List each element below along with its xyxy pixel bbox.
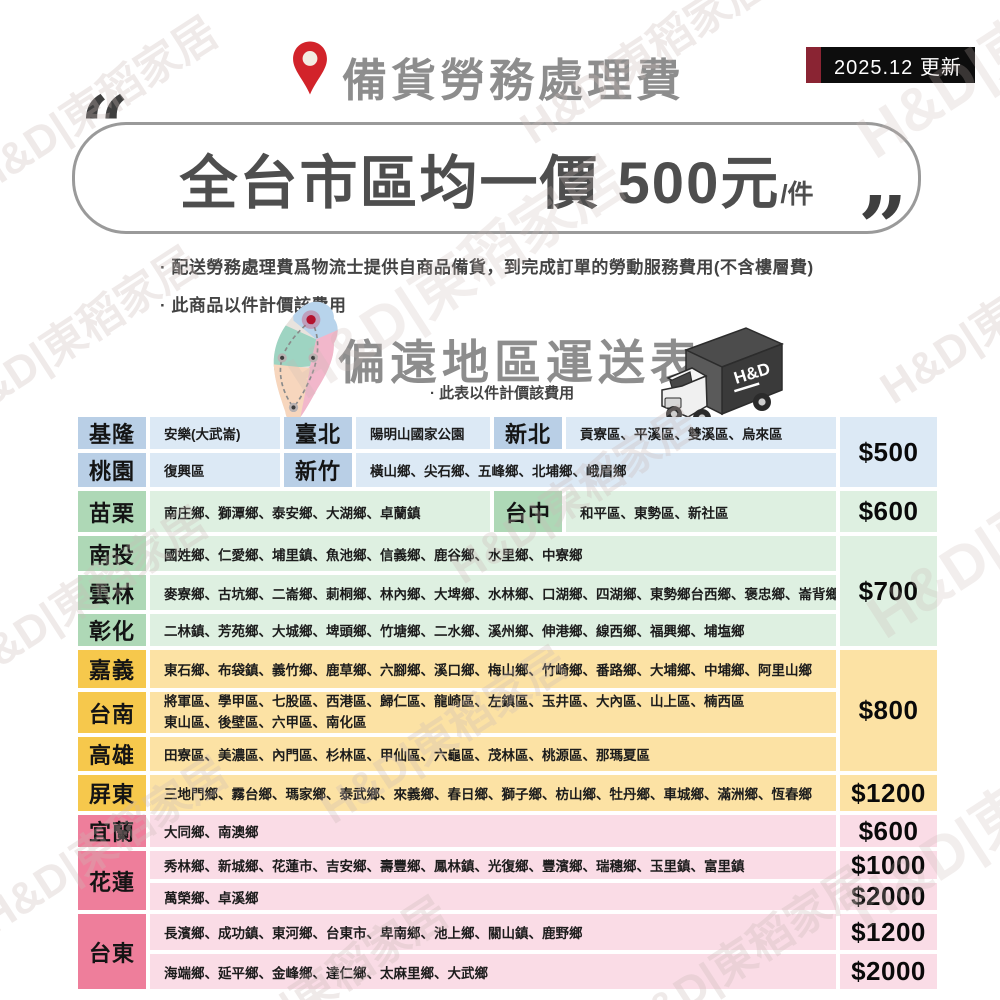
region-label: 南投 (78, 536, 146, 571)
section-title: 偏遠地區運送表 (338, 336, 702, 389)
region-label: 台東 (78, 914, 146, 989)
note-line-1: · 配送勞務處理費爲物流士提供自商品備貨，到完成訂單的勞動服務費用(不含樓層費) (160, 258, 814, 277)
price-cell: $2000 (840, 883, 937, 910)
region-areas: 復興區 (150, 453, 280, 487)
delivery-truck-icon: H&D (661, 327, 784, 427)
region-label: 苗栗 (78, 491, 146, 532)
region-areas: 東石鄉、布袋鎮、義竹鄉、鹿草鄉、六腳鄉、溪口鄉、梅山鄉、竹崎鄉、番路鄉、大埔鄉、… (150, 650, 836, 688)
region-areas: 橫山鄉、尖石鄉、五峰鄉、北埔鄉、峨眉鄉 (356, 453, 836, 487)
region-label: 花蓮 (78, 851, 146, 910)
region-label: 彰化 (78, 614, 146, 646)
hero-unit-suffix: /件 (780, 179, 814, 209)
region-areas: 田寮區、美濃區、內門區、杉林區、甲仙區、六龜區、茂林區、桃源區、那瑪夏區 (150, 737, 836, 771)
region-areas: 將軍區、學甲區、七股區、西港區、歸仁區、龍崎區、左鎮區、玉井區、大內區、山上區、… (150, 692, 836, 733)
price-cell: $1000 (840, 851, 937, 879)
region-areas-line1: 將軍區、學甲區、七股區、西港區、歸仁區、龍崎區、左鎮區、玉井區、大內區、山上區、… (164, 694, 745, 710)
region-areas: 海端鄉、延平鄉、金峰鄉、達仁鄉、太麻里鄉、大武鄉 (150, 954, 836, 989)
region-areas-line2: 東山區、後壁區、六甲區、南化區 (164, 714, 367, 730)
price-cell: $800 (840, 650, 937, 771)
location-pin-icon (293, 41, 327, 95)
region-label: 台南 (78, 692, 146, 733)
price-cell: $1200 (840, 775, 937, 811)
remote-area-fee-table: 基隆 安樂(大武崙) 臺北 陽明山國家公園 新北 貢寮區、平溪區、雙溪區、烏來區… (78, 417, 937, 989)
hero-headline-text: 全台市區均一價 500元 (179, 151, 781, 216)
region-areas: 萬榮鄉、卓溪鄉 (150, 883, 836, 910)
open-quote-icon: “ (80, 78, 130, 179)
region-label: 新竹 (284, 453, 352, 487)
close-quote-icon: ” (858, 178, 908, 279)
region-label: 宜蘭 (78, 815, 146, 847)
region-areas: 二林鎮、芳苑鄉、大城鄉、埤頭鄉、竹塘鄉、二水鄉、溪州鄉、伸港鄉、線西鄉、福興鄉、… (150, 614, 836, 646)
region-label: 嘉義 (78, 650, 146, 688)
update-badge: 2025.12 更新 (806, 47, 975, 83)
region-label: 基隆 (78, 417, 146, 449)
region-areas: 國姓鄉、仁愛鄉、埔里鎮、魚池鄉、信義鄉、鹿谷鄉、水里鄉、中寮鄉 (150, 536, 836, 571)
region-areas: 和平區、東勢區、新社區 (566, 491, 836, 532)
region-label: 新北 (494, 417, 562, 449)
badge-text: 2025.12 更新 (821, 47, 975, 83)
region-areas: 麥寮鄉、古坑鄉、二崙鄉、莿桐鄉、林內鄉、大埤鄉、水林鄉、口湖鄉、四湖鄉、東勢鄉台… (150, 575, 836, 610)
region-areas: 大同鄉、南澳鄉 (150, 815, 836, 847)
region-areas: 秀林鄉、新城鄉、花蓮市、吉安鄉、壽豐鄉、鳳林鎮、光復鄉、豐濱鄉、瑞穗鄉、玉里鎮、… (150, 851, 836, 879)
region-label: 臺北 (284, 417, 352, 449)
region-label: 雲林 (78, 575, 146, 610)
region-label: 桃園 (78, 453, 146, 487)
taiwan-map-graphic (273, 301, 338, 423)
price-cell: $700 (840, 536, 937, 646)
region-areas: 三地門鄉、霧台鄉、瑪家鄉、泰武鄉、來義鄉、春日鄉、獅子鄉、枋山鄉、牡丹鄉、車城鄉… (150, 775, 836, 811)
hero-price-box: 全台市區均一價 500元/件 (72, 122, 921, 234)
price-cell: $600 (840, 815, 937, 847)
hero-headline: 全台市區均一價 500元/件 (179, 136, 813, 220)
section-note: · 此表以件計價該費用 (430, 385, 575, 402)
region-areas: 南庄鄉、獅潭鄉、泰安鄉、大湖鄉、卓蘭鎮 (150, 491, 490, 532)
price-cell: $600 (840, 491, 937, 532)
region-areas: 貢寮區、平溪區、雙溪區、烏來區 (566, 417, 836, 449)
price-cell: $500 (840, 417, 937, 487)
region-label: 台中 (494, 491, 562, 532)
region-areas: 陽明山國家公園 (356, 417, 490, 449)
page-title: 備貨勞務處理費 (342, 55, 686, 106)
region-areas: 長濱鄉、成功鎮、東河鄉、台東市、卑南鄉、池上鄉、關山鎮、鹿野鄉 (150, 914, 836, 950)
region-areas: 安樂(大武崙) (150, 417, 280, 449)
region-label: 高雄 (78, 737, 146, 771)
badge-stripe (806, 47, 821, 83)
price-cell: $1200 (840, 914, 937, 950)
region-label: 屏東 (78, 775, 146, 811)
price-cell: $2000 (840, 954, 937, 989)
